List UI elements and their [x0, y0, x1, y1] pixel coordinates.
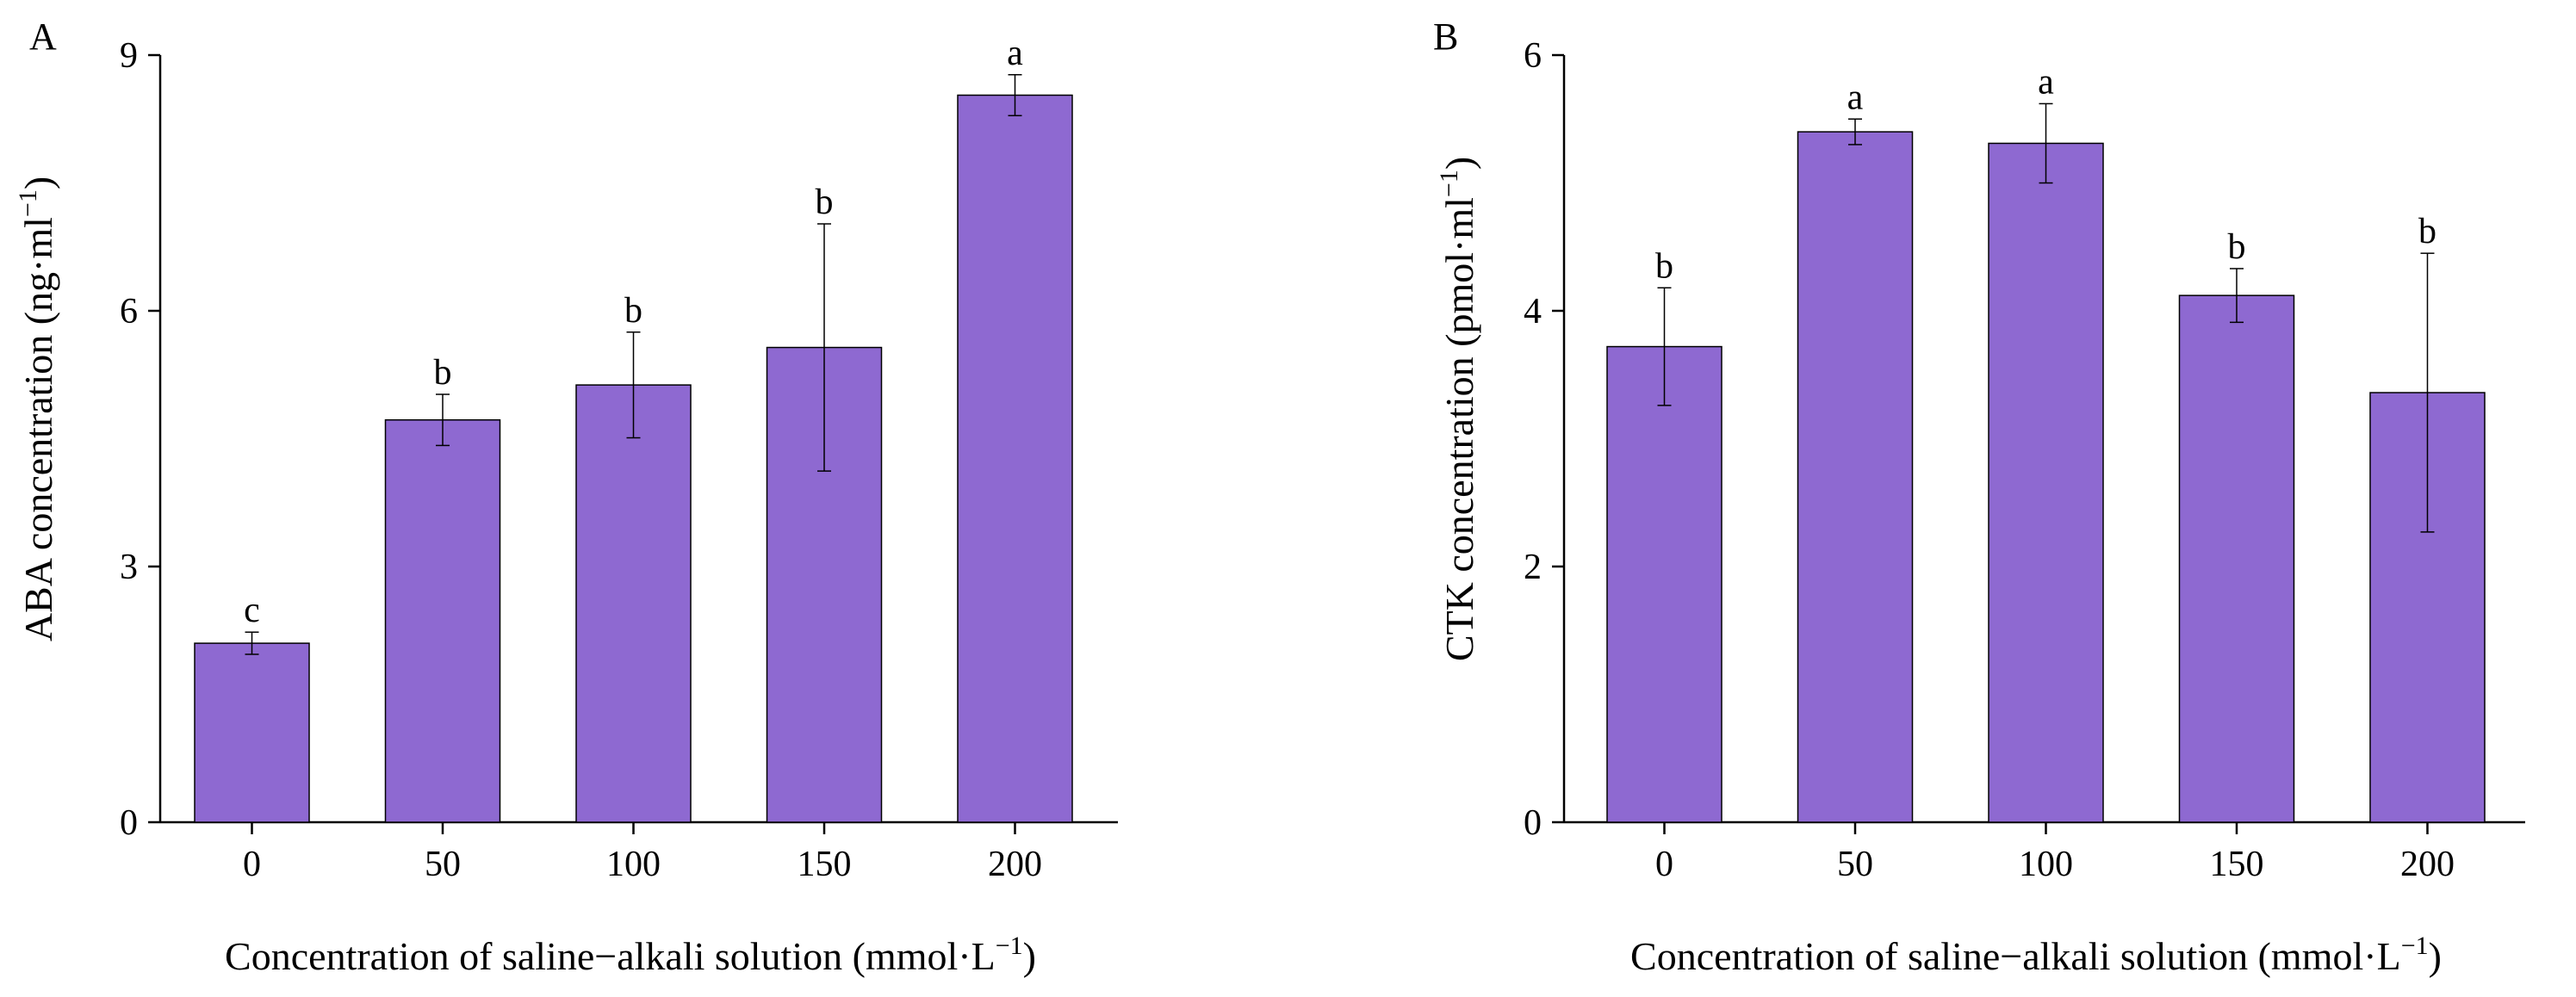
- x-axis-title-b-main: Concentration of saline−alkali solution …: [1630, 934, 2401, 978]
- y-tick-label-b: 6: [1524, 36, 1542, 76]
- bar-b-100: [1988, 142, 2104, 823]
- x-tick-label-a: 200: [988, 845, 1042, 884]
- x-tick-label-b: 50: [1837, 845, 1873, 884]
- x-axis-title-b-sup: −1: [2401, 932, 2429, 960]
- x-tick-label-a: 100: [606, 845, 661, 884]
- significance-label-b: b: [2418, 212, 2436, 251]
- x-tick-label-a: 150: [798, 845, 852, 884]
- bar-a-0: [194, 642, 310, 823]
- bar-a-50: [384, 418, 501, 823]
- significance-label-a: b: [624, 291, 642, 331]
- x-axis-title-b: Concentration of saline−alkali solution …: [1630, 932, 2442, 978]
- x-axis-title-a-main: Concentration of saline−alkali solution …: [225, 934, 996, 978]
- x-axis-title-a-close: ): [1023, 934, 1036, 978]
- significance-label-b: a: [1847, 77, 1864, 117]
- y-tick-label-a: 3: [120, 548, 138, 587]
- x-tick-label-b: 100: [2019, 845, 2073, 884]
- significance-label-b: a: [2038, 62, 2054, 102]
- panel-letter-b: B: [1433, 15, 1458, 58]
- y-axis-title-b-sup: −1: [1435, 170, 1463, 197]
- x-tick-label-a: 50: [425, 845, 461, 884]
- y-axis-title-a-main: ABA concentration (ng·ml: [16, 217, 60, 641]
- x-axis-title-b-close: ): [2429, 934, 2442, 978]
- bar-a-200: [957, 94, 1073, 823]
- x-tick-label-b: 0: [1655, 845, 1673, 884]
- bar-b-150: [2178, 294, 2295, 823]
- bar-b-0: [1606, 345, 1723, 823]
- y-tick-label-a: 9: [120, 36, 138, 76]
- y-tick-label-b: 4: [1524, 292, 1542, 331]
- x-axis-title-a-sup: −1: [996, 932, 1023, 960]
- y-tick-label-a: 6: [120, 292, 138, 331]
- y-axis-title-b-main: CTK concentration (pmol·ml: [1437, 197, 1481, 661]
- y-tick-label-b: 0: [1524, 803, 1542, 843]
- significance-label-a: b: [816, 183, 834, 222]
- y-axis-title-a: ABA concentration (ng·ml−1): [14, 176, 60, 641]
- significance-label-b: b: [1655, 246, 1673, 286]
- chart-a: A ABA concentration (ng·ml−1) Concentrat…: [14, 15, 1118, 978]
- y-axis-title-b: CTK concentration (pmol·ml−1): [1435, 157, 1481, 661]
- significance-label-a: c: [244, 591, 260, 630]
- bar-b-50: [1797, 131, 1914, 823]
- significance-label-b: b: [2228, 227, 2246, 267]
- y-axis-title-a-close: ): [16, 176, 60, 189]
- significance-label-a: b: [434, 353, 452, 393]
- x-tick-label-a: 0: [243, 845, 261, 884]
- x-tick-label-b: 150: [2210, 845, 2264, 884]
- y-axis-title-a-sup: −1: [14, 189, 42, 217]
- y-tick-label-b: 2: [1524, 548, 1542, 587]
- significance-label-a: a: [1007, 34, 1023, 73]
- bar-a-100: [575, 384, 692, 823]
- x-tick-label-b: 200: [2400, 845, 2455, 884]
- panel-letter-a: A: [29, 15, 57, 58]
- y-tick-label-a: 0: [120, 803, 138, 843]
- x-axis-title-a: Concentration of saline−alkali solution …: [225, 932, 1036, 978]
- y-axis-title-b-close: ): [1437, 157, 1481, 170]
- chart-b: B CTK concentration (pmol·ml−1) Concentr…: [1433, 15, 2525, 978]
